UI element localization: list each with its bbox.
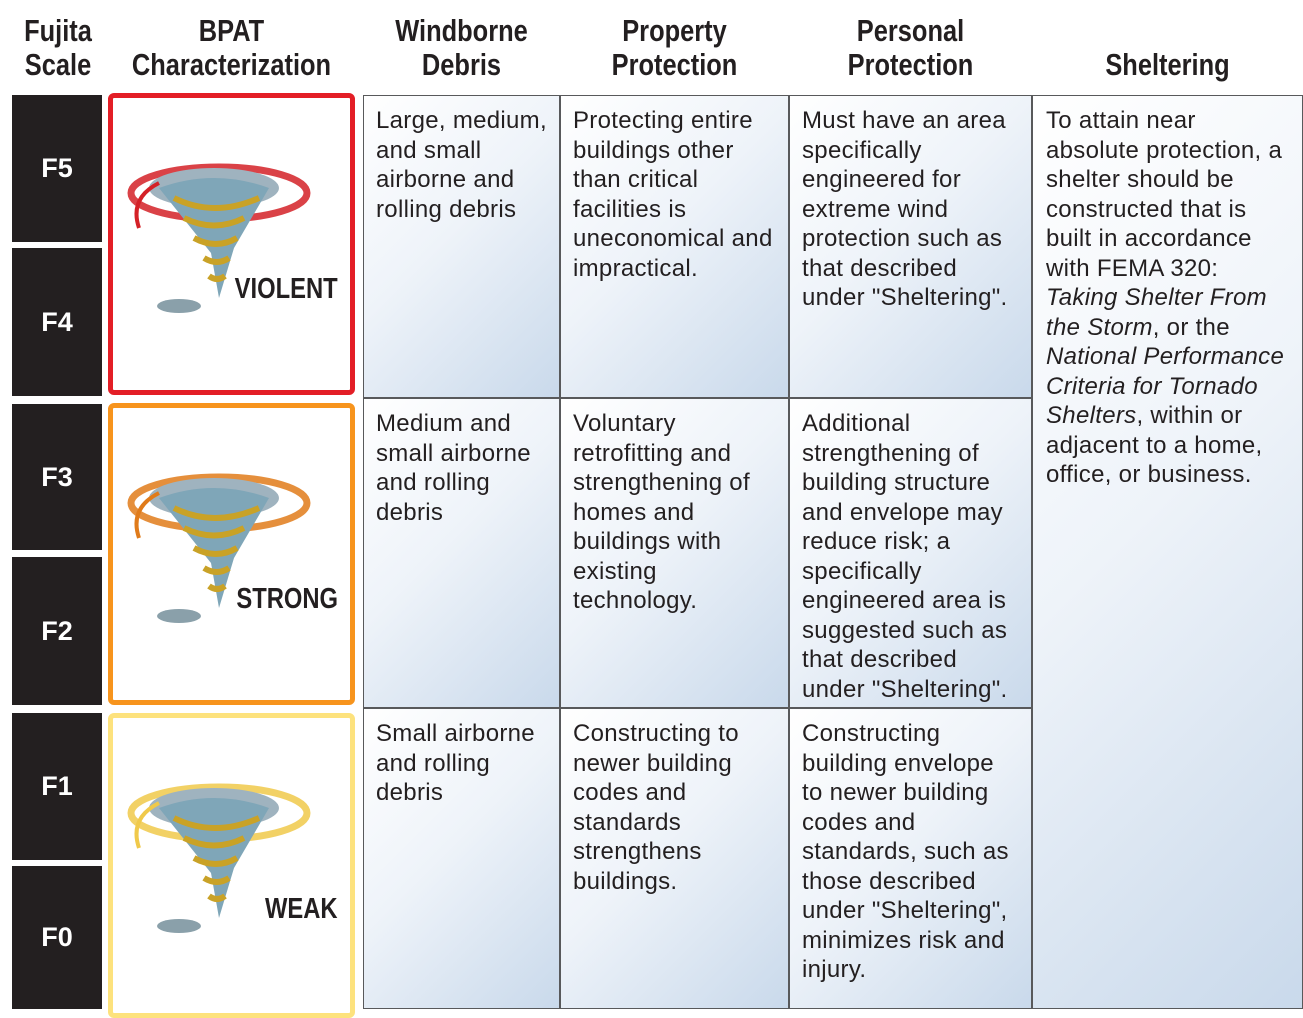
- characterization-box: VIOLENT: [108, 93, 355, 395]
- fujita-cell: F2: [12, 557, 102, 705]
- fujita-cell: F0: [12, 866, 102, 1009]
- property-cell: Constructing to newer building codes and…: [560, 708, 789, 1009]
- tornado-icon: [127, 473, 311, 623]
- header-line: BPAT: [198, 13, 265, 48]
- tornado-icon: [127, 163, 311, 313]
- personal-cell: Must have an area specifically engineere…: [789, 95, 1032, 398]
- header-line: Debris: [421, 47, 502, 82]
- characterization-label: STRONG: [236, 583, 338, 615]
- header-line: Protection: [847, 47, 974, 82]
- personal-cell: Constructing building envelope to newer …: [789, 708, 1032, 1009]
- header-line: Characterization: [131, 47, 332, 82]
- property-cell: Voluntary retrofitting and strengthening…: [560, 398, 789, 708]
- personal-cell: Additional strengthening of building str…: [789, 398, 1032, 708]
- characterization-box: STRONG: [108, 403, 355, 705]
- tornado-icon: [127, 783, 311, 933]
- header-line: Scale: [24, 47, 92, 82]
- column-header: Windborne Debris: [381, 14, 543, 82]
- fujita-cell: F3: [12, 404, 102, 550]
- characterization-box: WEAK: [108, 713, 355, 1018]
- windborne-cell: Large, medium, and small airborne and ro…: [363, 95, 560, 398]
- windborne-cell: Medium and small airborne and rolling de…: [363, 398, 560, 708]
- header-line: Sheltering: [1105, 47, 1230, 82]
- characterization-label: VIOLENT: [234, 273, 338, 305]
- header-line: Protection: [611, 47, 738, 82]
- sheltering-text: To attain near absolute protection, a sh…: [1046, 107, 1283, 282]
- sheltering-text: National Performance Criteria for Tornad…: [1046, 343, 1285, 429]
- characterization-label: WEAK: [265, 893, 338, 925]
- fujita-cell: F5: [12, 95, 102, 242]
- fujita-cell: F1: [12, 713, 102, 860]
- header-line: Property: [622, 13, 727, 48]
- property-cell: Protecting entire buildings other than c…: [560, 95, 789, 398]
- header-line: Personal: [856, 13, 965, 48]
- windborne-cell: Small airborne and rolling debris: [363, 708, 560, 1009]
- column-header: Property Protection: [581, 14, 769, 82]
- column-header: Fujita Scale: [17, 14, 99, 82]
- column-header: Sheltering: [1056, 48, 1278, 82]
- column-header: Personal Protection: [811, 14, 1010, 82]
- sheltering-text: Taking Shelter From the Storm: [1046, 284, 1267, 341]
- sheltering-cell: To attain near absolute protection, a sh…: [1032, 95, 1303, 1009]
- column-header: BPAT Characterization: [130, 14, 333, 82]
- sheltering-text: , within or adjacent to a home, office, …: [1046, 402, 1263, 488]
- fujita-cell: F4: [12, 248, 102, 396]
- header-line: Fujita: [24, 13, 92, 48]
- header-line: Windborne: [395, 13, 528, 48]
- sheltering-text: , or the: [1152, 313, 1230, 341]
